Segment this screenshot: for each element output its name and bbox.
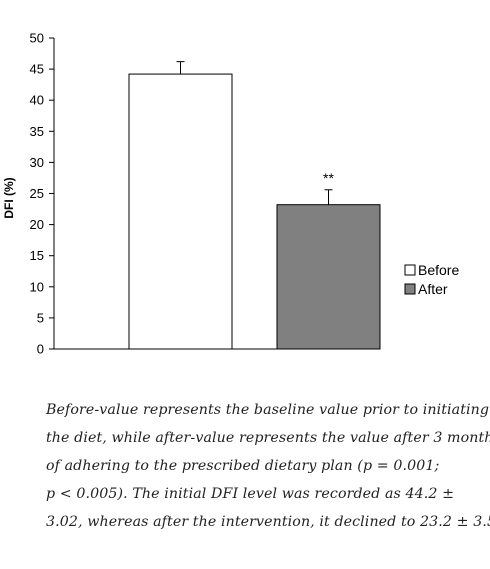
y-tick-label: 35 (30, 124, 44, 139)
chart: DFI (%) 0 5 10 15 20 25 30 35 40 45 50 ** Before Af… (2, 31, 459, 357)
y-tick-label: 20 (30, 217, 44, 232)
y-tick-label: 50 (30, 31, 44, 46)
y-tick-label: 15 (30, 248, 44, 263)
y-tick-label: 40 (30, 93, 44, 108)
legend-swatch (404, 283, 416, 295)
caption-line: p < 0.005). The initial DFI level was re… (46, 486, 455, 502)
caption-line: Before-value represents the baseline val… (46, 402, 490, 418)
significance-marker: ** (323, 170, 334, 186)
legend-swatch (404, 264, 416, 276)
y-tick-label: 0 (37, 342, 44, 357)
y-tick-label: 30 (30, 155, 44, 170)
legend: Before After (404, 262, 459, 297)
caption-line: of adhering to the prescribed dietary pl… (46, 458, 440, 474)
figure-caption: Before-value represents the baseline val… (46, 396, 490, 536)
bar-before (128, 73, 233, 350)
legend-label: After (418, 281, 448, 297)
bar-after (276, 204, 381, 350)
legend-label: Before (418, 262, 459, 278)
caption-line: 3.02, whereas after the intervention, it… (46, 514, 490, 530)
y-tick-label: 10 (30, 279, 44, 294)
y-tick-label: 5 (37, 310, 44, 325)
y-tick-label: 45 (30, 62, 44, 77)
caption-line: the diet, while after-value represents t… (46, 430, 490, 446)
y-tick-label: 25 (30, 186, 44, 201)
y-axis-label: DFI (%) (2, 177, 16, 218)
